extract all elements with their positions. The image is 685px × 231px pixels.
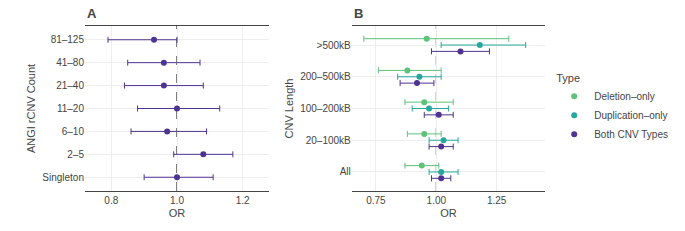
svg-text:2–5: 2–5 bbox=[67, 149, 84, 160]
svg-text:CNV Length: CNV Length bbox=[283, 79, 295, 139]
svg-text:ANGI rCNV Count: ANGI rCNV Count bbox=[25, 64, 37, 153]
svg-text:B: B bbox=[354, 6, 363, 21]
svg-text:100–200kB: 100–200kB bbox=[300, 103, 351, 114]
svg-text:OR: OR bbox=[169, 207, 186, 219]
svg-text:1.25: 1.25 bbox=[487, 195, 507, 206]
svg-text:>500kB: >500kB bbox=[317, 40, 352, 51]
svg-text:0.8: 0.8 bbox=[104, 195, 118, 206]
svg-text:6–10: 6–10 bbox=[62, 126, 85, 137]
svg-text:1.2: 1.2 bbox=[236, 195, 250, 206]
svg-text:21–40: 21–40 bbox=[56, 80, 84, 91]
svg-text:Duplication–only: Duplication–only bbox=[594, 110, 667, 121]
svg-text:Deletion–only: Deletion–only bbox=[594, 91, 655, 102]
svg-text:1.00: 1.00 bbox=[427, 195, 447, 206]
svg-text:0.75: 0.75 bbox=[366, 195, 386, 206]
svg-text:11–20: 11–20 bbox=[57, 103, 85, 114]
svg-text:Type: Type bbox=[556, 72, 580, 84]
svg-text:41–80: 41–80 bbox=[56, 57, 84, 68]
svg-text:20–100kB: 20–100kB bbox=[306, 135, 351, 146]
svg-text:Both CNV Types: Both CNV Types bbox=[594, 129, 668, 140]
svg-text:OR: OR bbox=[440, 207, 457, 219]
svg-text:1.0: 1.0 bbox=[170, 195, 184, 206]
svg-text:Singleton: Singleton bbox=[42, 172, 84, 183]
svg-text:A: A bbox=[87, 6, 97, 21]
svg-text:All: All bbox=[340, 166, 351, 177]
svg-text:81–125: 81–125 bbox=[51, 34, 85, 45]
svg-text:200–500kB: 200–500kB bbox=[300, 71, 351, 82]
